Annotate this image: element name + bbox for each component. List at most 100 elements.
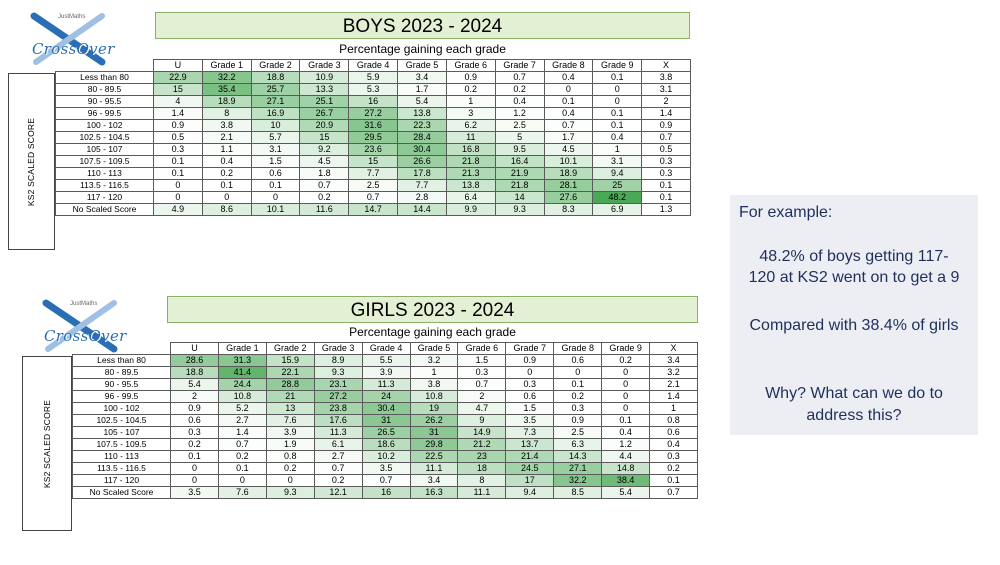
table-cell: 32.2 bbox=[553, 474, 603, 487]
row-label: 80 - 89.5 bbox=[55, 83, 154, 96]
table-row: 107.5 - 109.5 0.1 0.4 1.5 4.5 15 26.6 21.8 16.4 1… bbox=[55, 155, 691, 168]
table-cell: 14.9 bbox=[457, 426, 507, 439]
row-label: 117 - 120 bbox=[55, 191, 154, 204]
table-cell: 20.9 bbox=[299, 119, 350, 132]
row-label: No Scaled Score bbox=[55, 203, 154, 216]
column-header: X bbox=[649, 342, 698, 355]
table-cell: 14.7 bbox=[348, 203, 399, 216]
table-cell: 0.1 bbox=[641, 191, 691, 204]
row-label: 96 - 99.5 bbox=[55, 107, 154, 120]
table-row: No Scaled Score 3.5 7.6 9.3 12.1 16 16.3 11.1 9.… bbox=[72, 486, 698, 499]
table-cell: 13.7 bbox=[505, 438, 555, 451]
table-cell: 0 bbox=[170, 462, 219, 475]
note-line-4: Why? What can we do to bbox=[765, 385, 943, 402]
table-cell: 5.4 bbox=[170, 378, 219, 391]
column-header: Grade 4 bbox=[348, 59, 399, 72]
logo-brand-text: CrossOver bbox=[44, 327, 127, 345]
table-cell: 18.8 bbox=[250, 71, 301, 84]
table-row: No Scaled Score 4.9 8.6 10.1 11.6 14.7 14.4 9.9… bbox=[55, 203, 691, 216]
table-cell: 0 bbox=[601, 378, 651, 391]
table-cell: 7.6 bbox=[217, 486, 267, 499]
column-header: Grade 3 bbox=[313, 342, 363, 355]
column-header: Grade 3 bbox=[299, 59, 350, 72]
crossover-logo: JustMaths CrossOver bbox=[40, 297, 132, 357]
table-cell: 0 bbox=[153, 179, 203, 192]
table-cell: 6.2 bbox=[445, 119, 496, 132]
table-cell: 0.3 bbox=[649, 450, 698, 463]
table-cell: 0.7 bbox=[457, 378, 507, 391]
table-cell: 22.9 bbox=[153, 71, 203, 84]
table-cell: 0.3 bbox=[153, 143, 203, 156]
table-cell: 3.1 bbox=[250, 143, 301, 156]
table-cell: 7.7 bbox=[397, 179, 447, 192]
table-cell: 10 bbox=[250, 119, 301, 132]
table-cell: 3.9 bbox=[361, 366, 411, 379]
table-cell: 0.1 bbox=[649, 474, 698, 487]
crossover-x-icon bbox=[42, 299, 118, 353]
table-cell: 16.4 bbox=[494, 155, 545, 168]
table-cell: 23.1 bbox=[313, 378, 363, 391]
table-cell: 21.8 bbox=[445, 155, 496, 168]
table-cell: 24 bbox=[361, 390, 411, 403]
table-cell: 0.2 bbox=[170, 438, 219, 451]
table-cell: 1.8 bbox=[299, 167, 350, 180]
table-cell: 14.8 bbox=[601, 462, 651, 475]
table-cell: 1.2 bbox=[494, 107, 545, 120]
table-cell: 1.7 bbox=[397, 83, 447, 96]
table-cell: 10.9 bbox=[299, 71, 350, 84]
table-cell: 0.2 bbox=[313, 474, 363, 487]
table-cell: 35.4 bbox=[201, 83, 252, 96]
table-cell: 1.7 bbox=[543, 131, 594, 144]
table-cell: 0 bbox=[543, 83, 594, 96]
column-header: U bbox=[153, 59, 203, 72]
table-cell: 18.6 bbox=[361, 438, 411, 451]
row-label: 102.5 - 104.5 bbox=[72, 414, 171, 427]
table-cell: 9.9 bbox=[445, 203, 496, 216]
table-row: 96 - 99.5 1.4 8 16.9 26.7 27.2 13.8 3 1.2 0.4 0.1 1… bbox=[55, 107, 691, 120]
table-cell: 32.2 bbox=[201, 71, 252, 84]
table-cell: 29.5 bbox=[348, 131, 399, 144]
table-cell: 4.5 bbox=[543, 143, 594, 156]
table-cell: 16.3 bbox=[409, 486, 459, 499]
table-cell: 0.1 bbox=[641, 179, 691, 192]
table-cell: 8 bbox=[201, 107, 252, 120]
table-cell: 9.5 bbox=[494, 143, 545, 156]
girls-side-label: KS2 SCALED SCORE bbox=[22, 356, 72, 531]
table-row: 96 - 99.5 2 10.8 21 27.2 24 10.8 2 0.6 0.2 0 1.4 bbox=[72, 390, 698, 403]
table-cell: 9 bbox=[457, 414, 507, 427]
table-cell: 0.6 bbox=[553, 354, 603, 367]
table-cell: 11.3 bbox=[313, 426, 363, 439]
table-corner bbox=[73, 343, 171, 355]
table-cell: 0.9 bbox=[553, 414, 603, 427]
table-cell: 21.4 bbox=[505, 450, 555, 463]
row-label: Less than 80 bbox=[72, 354, 171, 367]
table-cell: 9.4 bbox=[505, 486, 555, 499]
table-cell: 18.9 bbox=[201, 95, 252, 108]
table-cell: 3.1 bbox=[592, 155, 643, 168]
table-cell: 0.2 bbox=[649, 462, 698, 475]
table-cell: 18.9 bbox=[543, 167, 594, 180]
table-row: 100 - 102 0.9 3.8 10 20.9 31.6 22.3 6.2 2.5 0.7 0.… bbox=[55, 119, 691, 132]
table-cell: 0 bbox=[201, 191, 252, 204]
table-cell: 41.4 bbox=[217, 366, 267, 379]
table-cell: 1.9 bbox=[265, 438, 315, 451]
table-cell: 3.2 bbox=[409, 354, 459, 367]
note-line-1: 48.2% of boys getting 117- bbox=[759, 248, 949, 265]
table-cell: 1.4 bbox=[649, 390, 698, 403]
table-row: Less than 80 22.9 32.2 18.8 10.9 5.9 3.4 0.9 0.7… bbox=[55, 71, 691, 84]
table-cell: 10.1 bbox=[250, 203, 301, 216]
row-label: 100 - 102 bbox=[55, 119, 154, 132]
table-cell: 28.6 bbox=[170, 354, 219, 367]
table-row: 102.5 - 104.5 0.6 2.7 7.6 17.6 31 26.2 9 3.5 0.9 0… bbox=[72, 414, 698, 427]
row-label: 100 - 102 bbox=[72, 402, 171, 415]
girls-title-banner: GIRLS 2023 - 2024 bbox=[167, 296, 698, 323]
table-cell: 19 bbox=[409, 402, 459, 415]
table-cell: 8.3 bbox=[543, 203, 594, 216]
table-cell: 9.2 bbox=[299, 143, 350, 156]
table-cell: 13.8 bbox=[397, 107, 447, 120]
table-cell: 1.2 bbox=[601, 438, 651, 451]
table-cell: 0 bbox=[601, 366, 651, 379]
table-cell: 30.4 bbox=[361, 402, 411, 415]
table-cell: 3.4 bbox=[409, 474, 459, 487]
table-cell: 38.4 bbox=[601, 474, 651, 487]
